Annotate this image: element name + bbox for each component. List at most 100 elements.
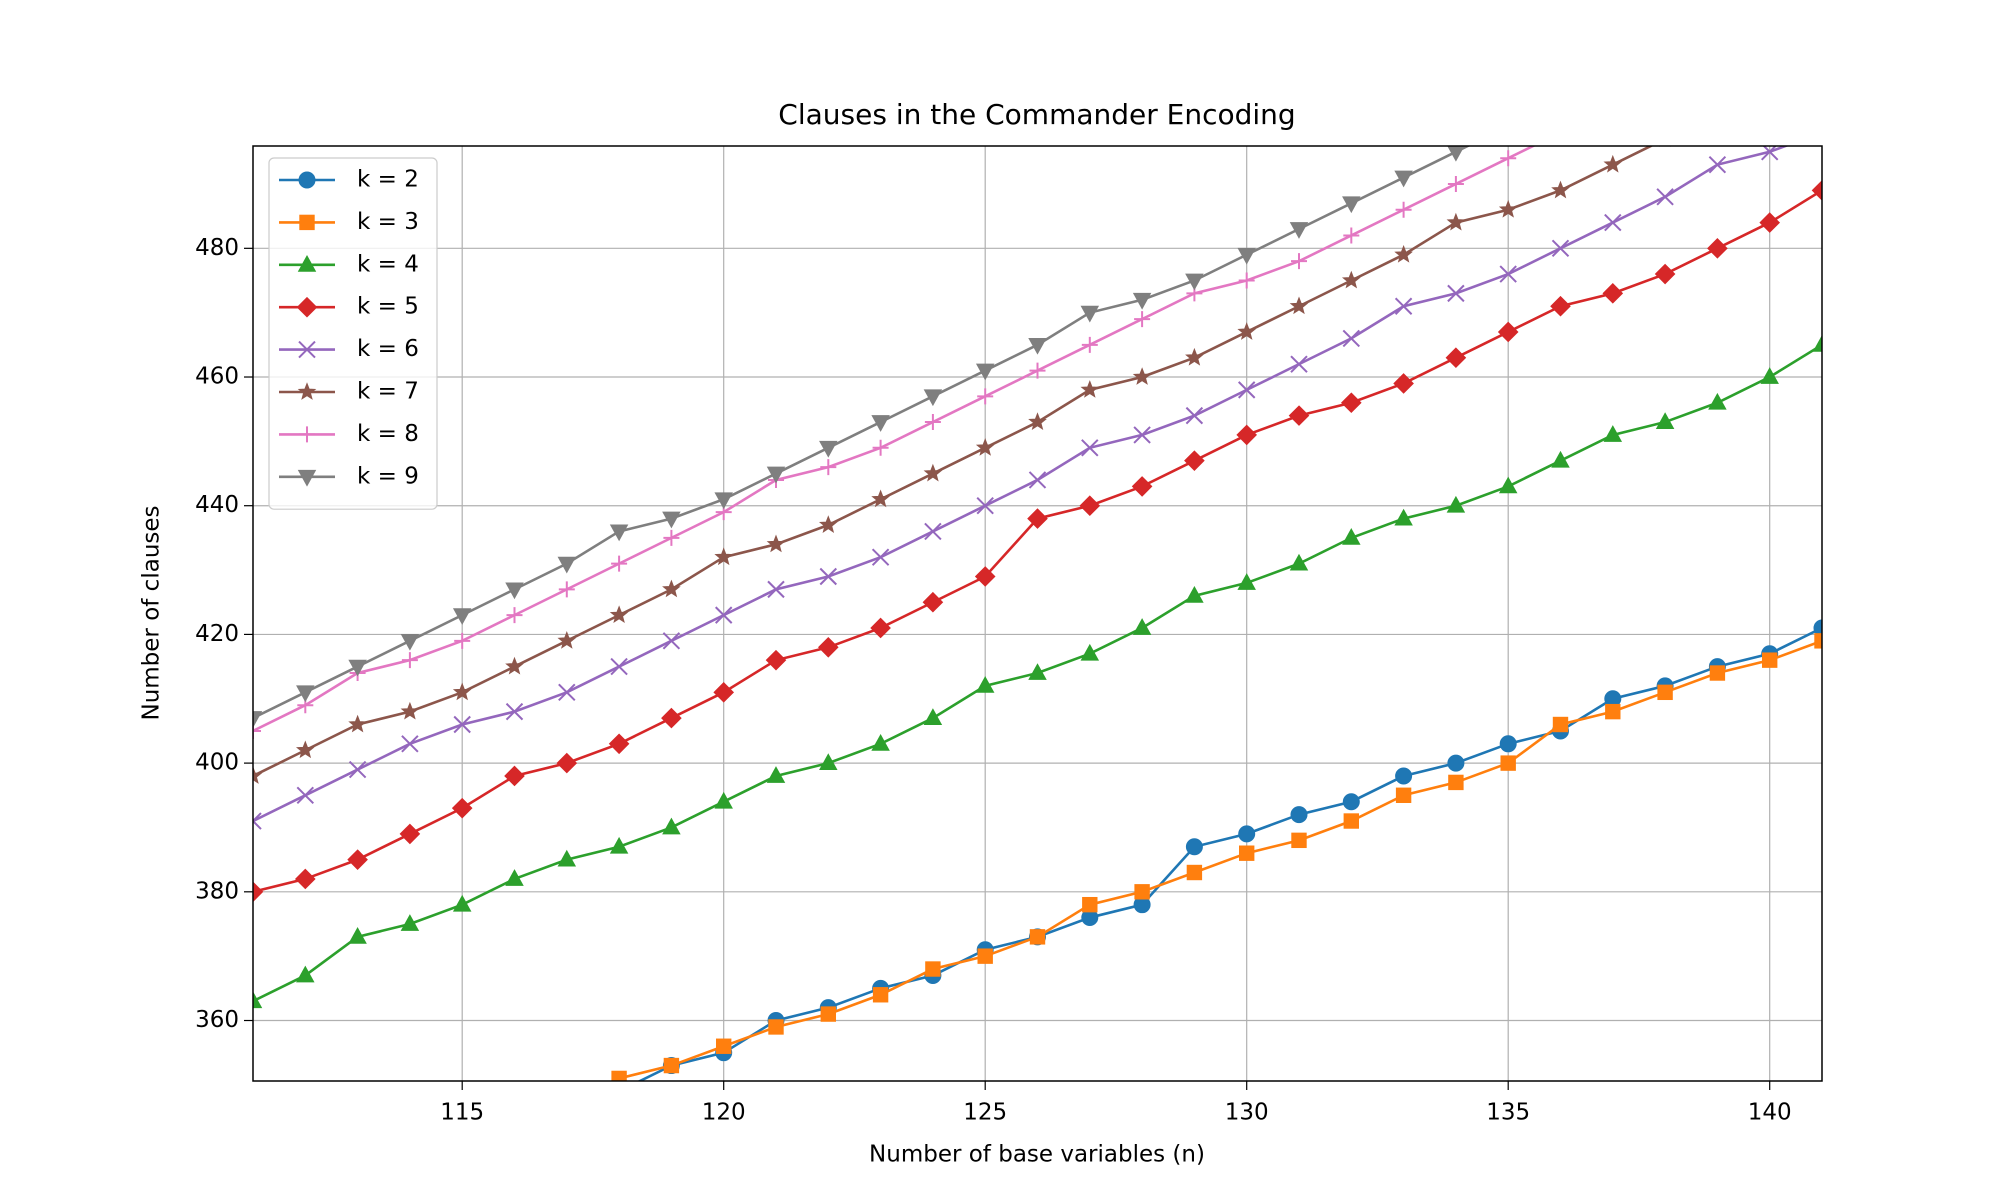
marker: [1132, 618, 1152, 635]
marker: [1238, 825, 1256, 843]
marker: [294, 868, 316, 890]
legend-label: k = 4: [357, 251, 419, 277]
marker: [1499, 735, 1517, 753]
axes-frame: [252, 145, 1823, 1082]
y-tick-label: 400: [195, 750, 239, 776]
marker: [1133, 426, 1151, 444]
marker: [452, 894, 472, 912]
marker: [1237, 247, 1256, 265]
marker: [714, 791, 733, 809]
marker: [505, 582, 524, 600]
marker: [348, 927, 367, 944]
marker: [768, 1019, 784, 1035]
marker: [661, 707, 682, 729]
marker: [1029, 362, 1046, 379]
marker: [662, 511, 681, 529]
x-tick-label: 120: [702, 1100, 746, 1126]
marker: [1708, 155, 1727, 174]
marker: [819, 567, 838, 586]
marker: [1028, 663, 1047, 680]
marker: [1498, 199, 1518, 218]
marker: [1498, 476, 1518, 494]
marker: [1445, 347, 1467, 369]
marker: [1291, 832, 1307, 849]
y-tick-label: 380: [195, 878, 239, 904]
grid: [253, 146, 1822, 1081]
marker: [766, 534, 786, 553]
marker: [1237, 573, 1256, 590]
y-tick-label: 360: [195, 1007, 239, 1033]
marker: [1080, 643, 1100, 661]
marker: [253, 881, 264, 903]
series: [253, 146, 1671, 784]
marker: [298, 340, 316, 359]
marker: [925, 961, 941, 977]
marker: [1762, 652, 1778, 668]
marker: [1028, 412, 1047, 430]
marker: [819, 440, 838, 458]
ticks: 115 120 125 130 135 140 360 380 400 420 440 460 480: [195, 235, 1792, 1126]
marker: [1028, 337, 1047, 355]
plot-area: [253, 146, 1822, 1081]
marker: [1341, 270, 1361, 289]
marker: [348, 714, 367, 733]
marker: [1760, 367, 1779, 384]
marker: [1343, 227, 1360, 244]
marker: [871, 548, 890, 566]
marker: [1656, 188, 1674, 206]
marker: [818, 515, 838, 533]
line: [253, 146, 1654, 778]
marker: [766, 466, 786, 484]
marker: [1342, 196, 1361, 214]
marker: [1290, 355, 1308, 373]
line: [253, 146, 1536, 733]
marker: [1708, 392, 1727, 410]
marker: [558, 581, 575, 598]
marker: [611, 555, 628, 572]
marker: [1447, 175, 1464, 192]
marker: [1028, 471, 1047, 489]
series: [253, 146, 1790, 830]
marker: [1602, 283, 1624, 304]
marker: [1132, 292, 1152, 310]
marker: [1340, 392, 1362, 414]
marker: [872, 439, 889, 456]
y-axis-label: Number of clauses: [139, 505, 165, 720]
marker: [975, 363, 995, 381]
marker: [505, 656, 524, 675]
x-axis-label: Number of base variables (n): [869, 1142, 1205, 1168]
marker: [401, 735, 419, 753]
marker: [296, 786, 315, 804]
marker: [1448, 774, 1464, 791]
marker: [1029, 929, 1046, 945]
marker: [296, 965, 315, 983]
marker: [1605, 703, 1621, 720]
marker: [1393, 373, 1414, 394]
marker: [451, 797, 473, 819]
marker: [1707, 238, 1728, 259]
marker: [1500, 150, 1517, 167]
legend: k = 2 k = 3 k = 4 k = 5 k = 6 k = 7 k = 8 k = 9: [268, 157, 438, 510]
marker: [1185, 838, 1203, 856]
marker: [297, 254, 317, 272]
y-tick-label: 480: [195, 235, 239, 261]
marker: [1759, 212, 1781, 233]
marker: [1551, 239, 1570, 258]
marker: [924, 522, 942, 541]
series: [253, 146, 1536, 739]
line: [618, 639, 1822, 1080]
marker: [299, 426, 315, 443]
marker: [253, 722, 261, 739]
marker: [1343, 813, 1359, 829]
marker: [452, 682, 472, 701]
marker: [1237, 322, 1257, 340]
legend-label: k = 6: [357, 336, 419, 362]
marker: [401, 652, 418, 669]
marker: [399, 823, 421, 845]
marker: [557, 631, 577, 649]
marker: [610, 657, 628, 676]
marker: [1342, 528, 1361, 545]
marker: [1236, 424, 1258, 446]
marker: [1134, 884, 1150, 900]
